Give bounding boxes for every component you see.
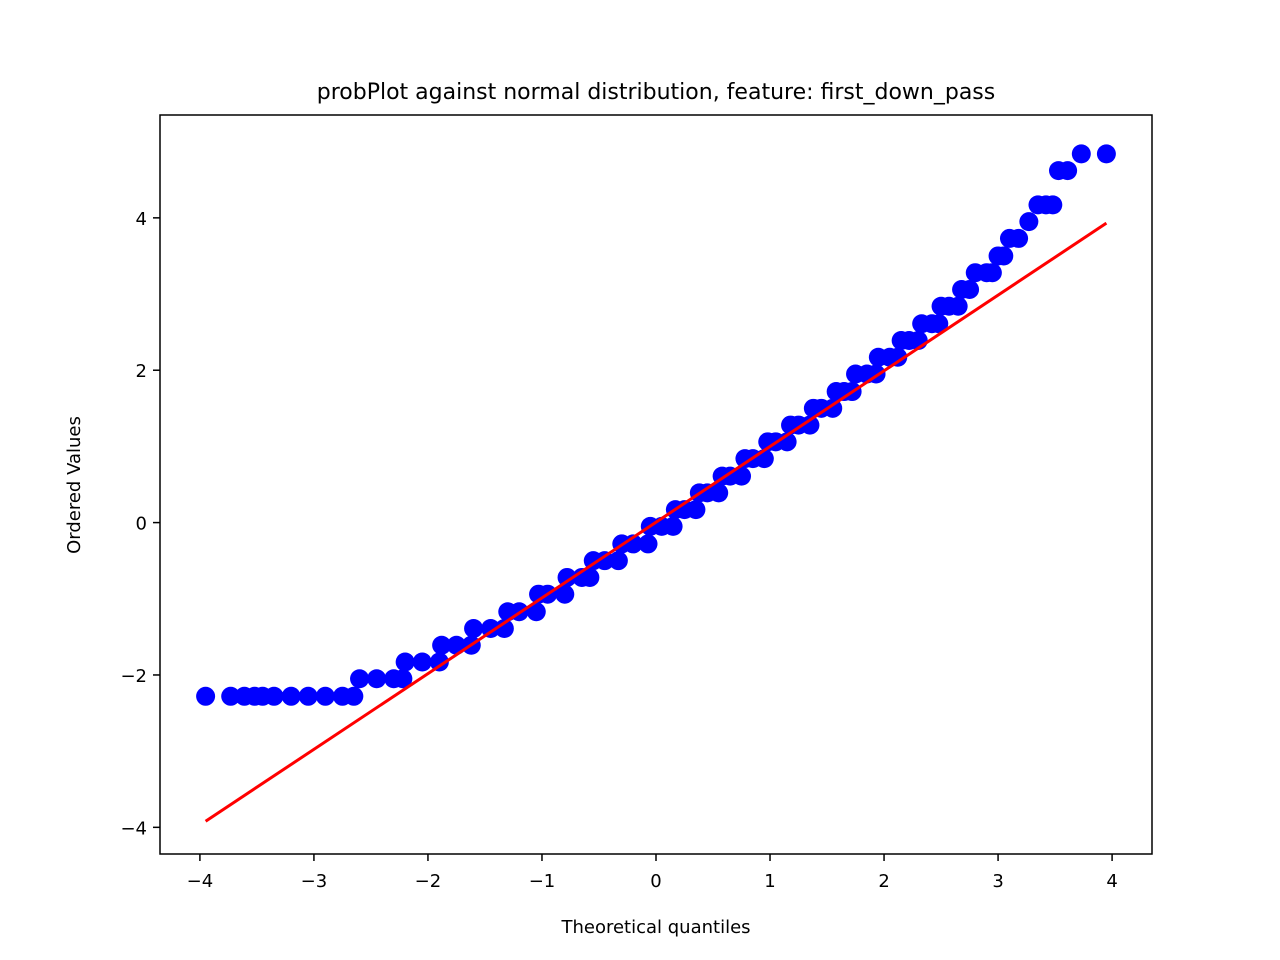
data-point [994,246,1014,266]
data-point [494,618,514,638]
data-point [298,686,318,706]
data-point [367,669,387,689]
data-point [982,263,1002,283]
x-axis-label: Theoretical quantiles [560,917,750,938]
x-tick-label: −4 [187,871,214,892]
x-tick-label: 2 [878,871,889,892]
x-tick-label: 1 [764,871,775,892]
data-point [638,534,658,554]
data-point [393,669,413,689]
plot-area [159,114,1153,855]
data-point [823,398,843,418]
data-point [481,618,501,638]
data-point [555,584,575,604]
fit-line [204,221,1108,823]
data-point [281,686,301,706]
data-point [732,466,752,486]
x-tick-label: 3 [992,871,1003,892]
y-tick-label: −4 [120,818,147,839]
data-point [315,686,335,706]
data-point [1071,144,1091,164]
data-point [595,551,615,571]
data-point [557,567,577,587]
y-tick-label: 0 [136,514,147,535]
fit-line-layer [204,221,1108,823]
data-point [929,314,949,334]
x-axis-ticks: −4 −3 −2 −1 0 1 2 3 4 [187,854,1118,892]
data-points [196,144,1116,706]
data-point [1043,195,1063,215]
data-point [709,483,729,503]
data-point [960,279,980,299]
data-point [1009,228,1029,248]
data-point [264,686,284,706]
data-point [888,347,908,367]
x-tick-label: −2 [415,871,442,892]
data-point [1058,161,1078,181]
data-point [344,686,364,706]
data-point [608,551,628,571]
data-point [196,686,216,706]
data-point [221,686,241,706]
data-point [432,635,452,655]
x-tick-label: 0 [650,871,661,892]
data-point [663,516,683,536]
data-point [580,567,600,587]
y-axis-ticks: −4 −2 0 2 4 [120,209,160,839]
y-axis-label: Ordered Values [64,416,85,554]
y-tick-label: 4 [136,209,147,230]
chart-title: probPlot against normal distribution, fe… [317,80,995,105]
data-point [800,415,820,435]
data-point [464,618,484,638]
x-tick-label: −3 [301,871,328,892]
data-point [1096,144,1116,164]
y-tick-label: −2 [120,666,147,687]
y-tick-label: 2 [136,361,147,382]
data-point [429,652,449,672]
data-point [526,602,546,622]
data-point [350,669,370,689]
x-tick-label: −1 [529,871,556,892]
data-point [948,296,968,316]
data-point [1019,212,1039,232]
data-point [395,652,415,672]
data-point [686,500,706,520]
data-point [412,652,432,672]
x-tick-label: 4 [1106,871,1117,892]
